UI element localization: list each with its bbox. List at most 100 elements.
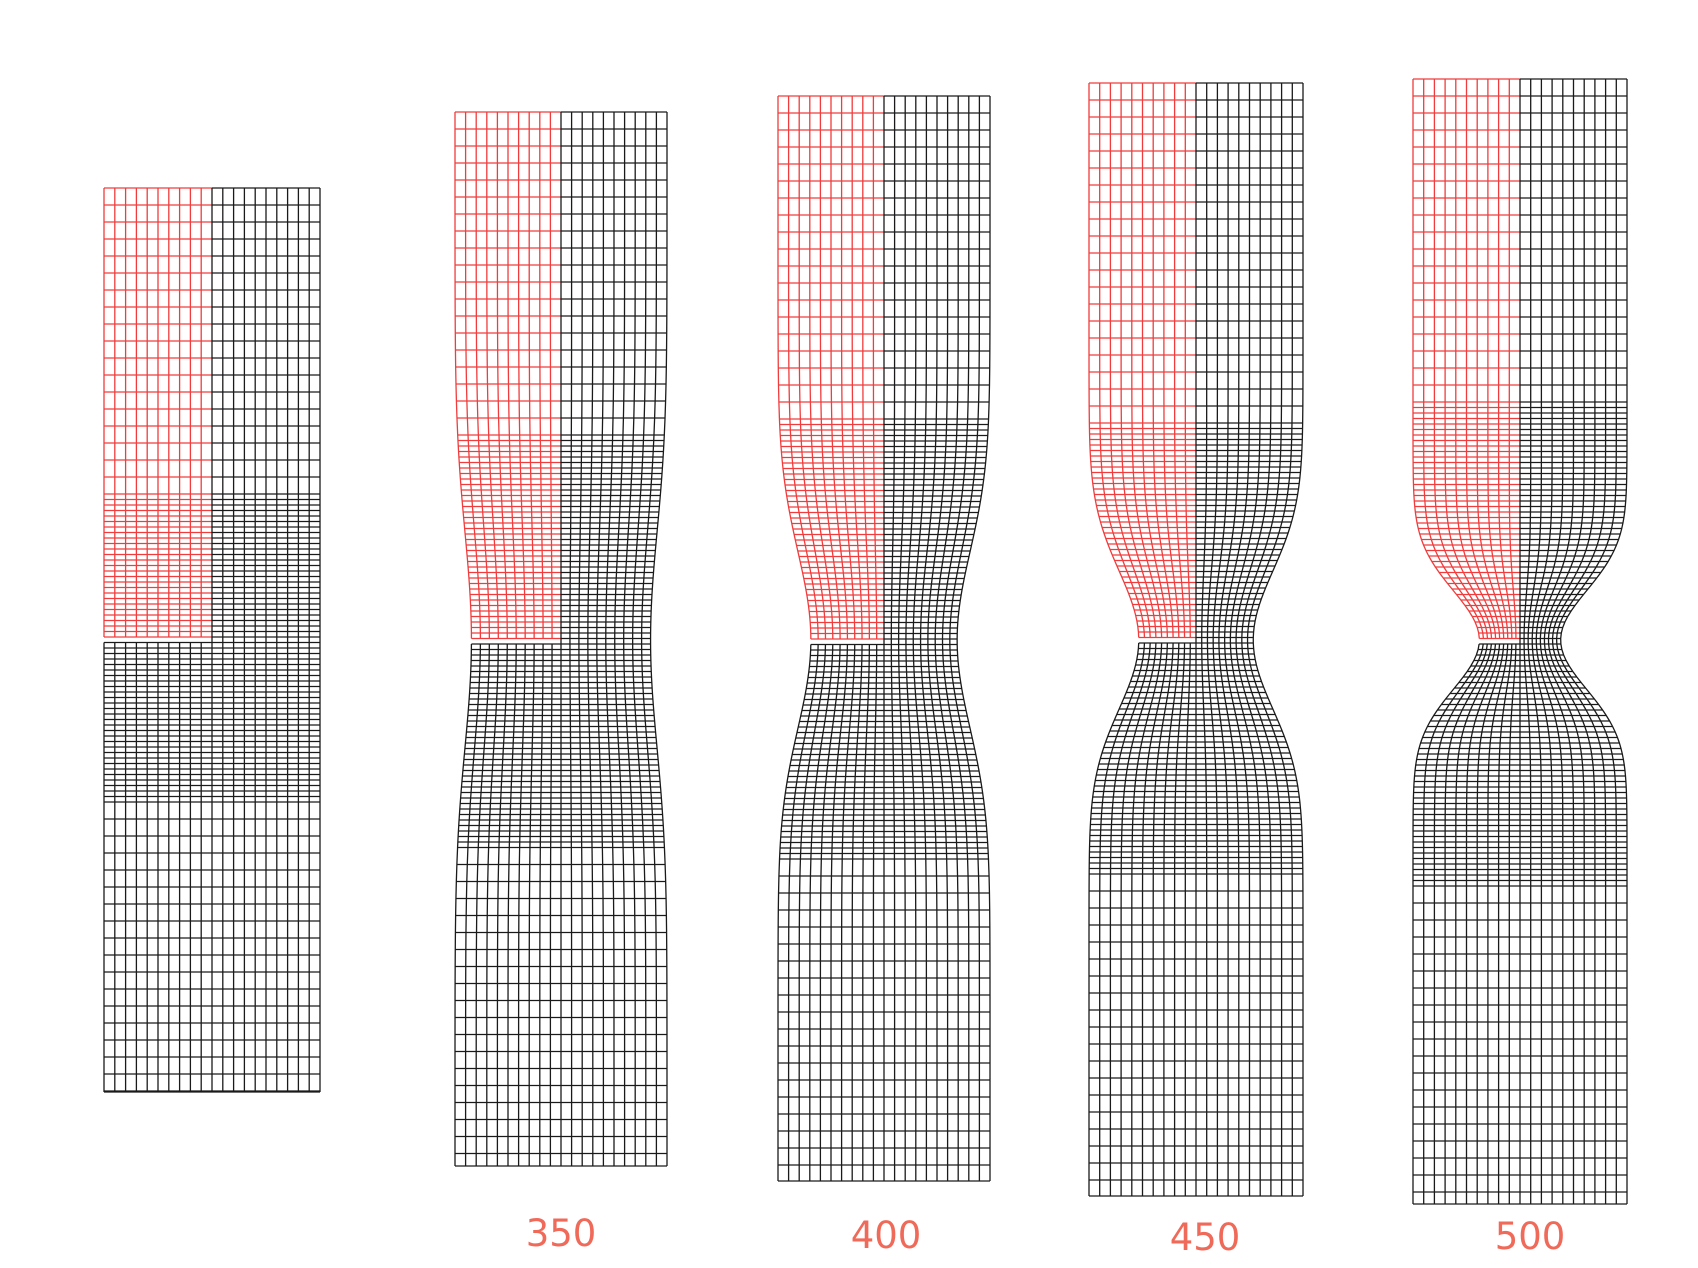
mesh-column-line	[1088, 642, 1140, 1196]
mesh-column-line	[798, 644, 827, 1181]
mesh-column-line	[897, 96, 906, 1181]
mesh-column-line	[454, 112, 473, 639]
mesh-column-line	[1241, 83, 1283, 1196]
mesh-column-line	[475, 112, 490, 639]
mesh-column-line	[1163, 642, 1180, 1196]
mesh-column-line	[507, 112, 517, 639]
mesh-column-line	[496, 643, 508, 1166]
mesh-column-line	[905, 96, 917, 1181]
mesh-column-line	[1476, 643, 1505, 1204]
mesh-column-line	[851, 96, 863, 640]
mesh-column-line	[1120, 642, 1157, 1196]
mesh-column-line	[777, 644, 812, 1181]
mesh-column-line	[912, 96, 928, 1181]
mesh-column-line	[1508, 643, 1517, 1204]
mesh-column-line	[605, 112, 615, 1166]
mesh-column-line	[1201, 83, 1208, 1196]
step-labels: 350 400 450 500	[526, 1212, 1566, 1259]
mesh-column-line	[830, 644, 849, 1181]
mesh-column-line	[1173, 642, 1186, 1196]
mesh-column-line	[798, 96, 827, 640]
mesh-column-line	[507, 643, 517, 1166]
mesh-column-line	[1535, 79, 1564, 1204]
mesh-column-line	[1152, 642, 1174, 1196]
mesh-column-line	[1412, 79, 1480, 639]
mesh-column-line	[569, 112, 573, 1166]
mesh-column-line	[539, 112, 544, 639]
mesh-column-line	[1246, 83, 1293, 1196]
mesh-column-line	[1508, 79, 1517, 639]
mesh-column-line	[1184, 642, 1191, 1196]
mesh-column-line	[1212, 83, 1229, 1196]
mesh-column-line	[862, 96, 871, 640]
mesh-column-line	[1412, 643, 1480, 1204]
mesh-column-line	[640, 112, 658, 1166]
mesh-column-line	[956, 96, 991, 1181]
mesh-column-line	[464, 112, 482, 639]
mesh-column-line	[539, 643, 544, 1166]
step-label-350: 350	[526, 1212, 597, 1255]
mesh-column-line	[486, 643, 499, 1166]
mesh-column-line	[1433, 79, 1489, 639]
mesh-column-line	[1173, 83, 1186, 638]
mesh-column-line	[1497, 643, 1513, 1204]
mesh-column-line	[1539, 79, 1575, 1204]
mesh-column-line	[1560, 79, 1628, 1204]
mesh-column-line	[1163, 83, 1180, 638]
mesh-column-line	[1152, 83, 1174, 638]
mesh-column-line	[549, 112, 553, 639]
specimen-mesh-step-450	[1088, 82, 1304, 1197]
mesh-column-line	[587, 112, 594, 1166]
mesh-column-line	[862, 644, 871, 1181]
mesh-column-line	[623, 112, 636, 1166]
mesh-column-line	[1444, 79, 1493, 639]
mesh-column-line	[528, 112, 535, 639]
specimen-mesh-step-500	[1412, 78, 1628, 1205]
specimen-mesh-step-350	[454, 111, 668, 1167]
mesh-column-line	[549, 644, 553, 1166]
mesh-column-line	[649, 112, 668, 1166]
mesh-column-line	[809, 96, 834, 640]
step-label-450: 450	[1170, 1216, 1241, 1259]
mesh-column-line	[919, 96, 938, 1181]
mesh-column-line	[1252, 83, 1304, 1196]
mesh-column-line	[1099, 642, 1146, 1196]
mesh-column-line	[528, 643, 535, 1166]
mesh-column-line	[454, 643, 473, 1166]
mesh-column-line	[934, 96, 959, 1181]
mesh-column-line	[475, 643, 490, 1166]
mesh-column-line	[517, 112, 526, 639]
mesh-column-line	[830, 96, 849, 640]
mesh-column-line	[787, 644, 819, 1181]
mesh-column-line	[578, 112, 583, 1166]
mesh-column-line	[1455, 643, 1497, 1204]
mesh-column-line	[1109, 642, 1151, 1196]
mesh-column-line	[486, 112, 499, 639]
mesh-column-line	[1465, 79, 1501, 639]
mesh-column-line	[1141, 642, 1168, 1196]
step-label-400: 400	[851, 1214, 922, 1257]
mesh-column-line	[1223, 83, 1251, 1196]
mesh-column-line	[777, 96, 812, 640]
mesh-column-line	[1527, 79, 1543, 1204]
mesh-column-line	[1555, 79, 1617, 1204]
mesh-column-line	[927, 96, 949, 1181]
mesh-column-line	[1235, 83, 1272, 1196]
mesh-column-line	[1141, 83, 1169, 638]
step-label-500: 500	[1495, 1215, 1566, 1258]
mesh-column-line	[1131, 83, 1163, 638]
mesh-column-line	[1433, 643, 1488, 1204]
mesh-column-line	[614, 112, 626, 1166]
mesh-column-line	[840, 96, 856, 640]
mesh-column-line	[1543, 79, 1585, 1204]
mesh-column-line	[851, 644, 863, 1181]
mesh-column-line	[1206, 83, 1219, 1196]
mesh-column-line	[1218, 83, 1240, 1196]
mesh-column-line	[1184, 83, 1191, 638]
mesh-column-line	[872, 644, 878, 1181]
mesh-column-line	[1120, 83, 1157, 638]
mesh-column-line	[890, 96, 896, 1181]
mesh-column-line	[787, 96, 819, 640]
mesh-column-line	[1444, 643, 1493, 1204]
